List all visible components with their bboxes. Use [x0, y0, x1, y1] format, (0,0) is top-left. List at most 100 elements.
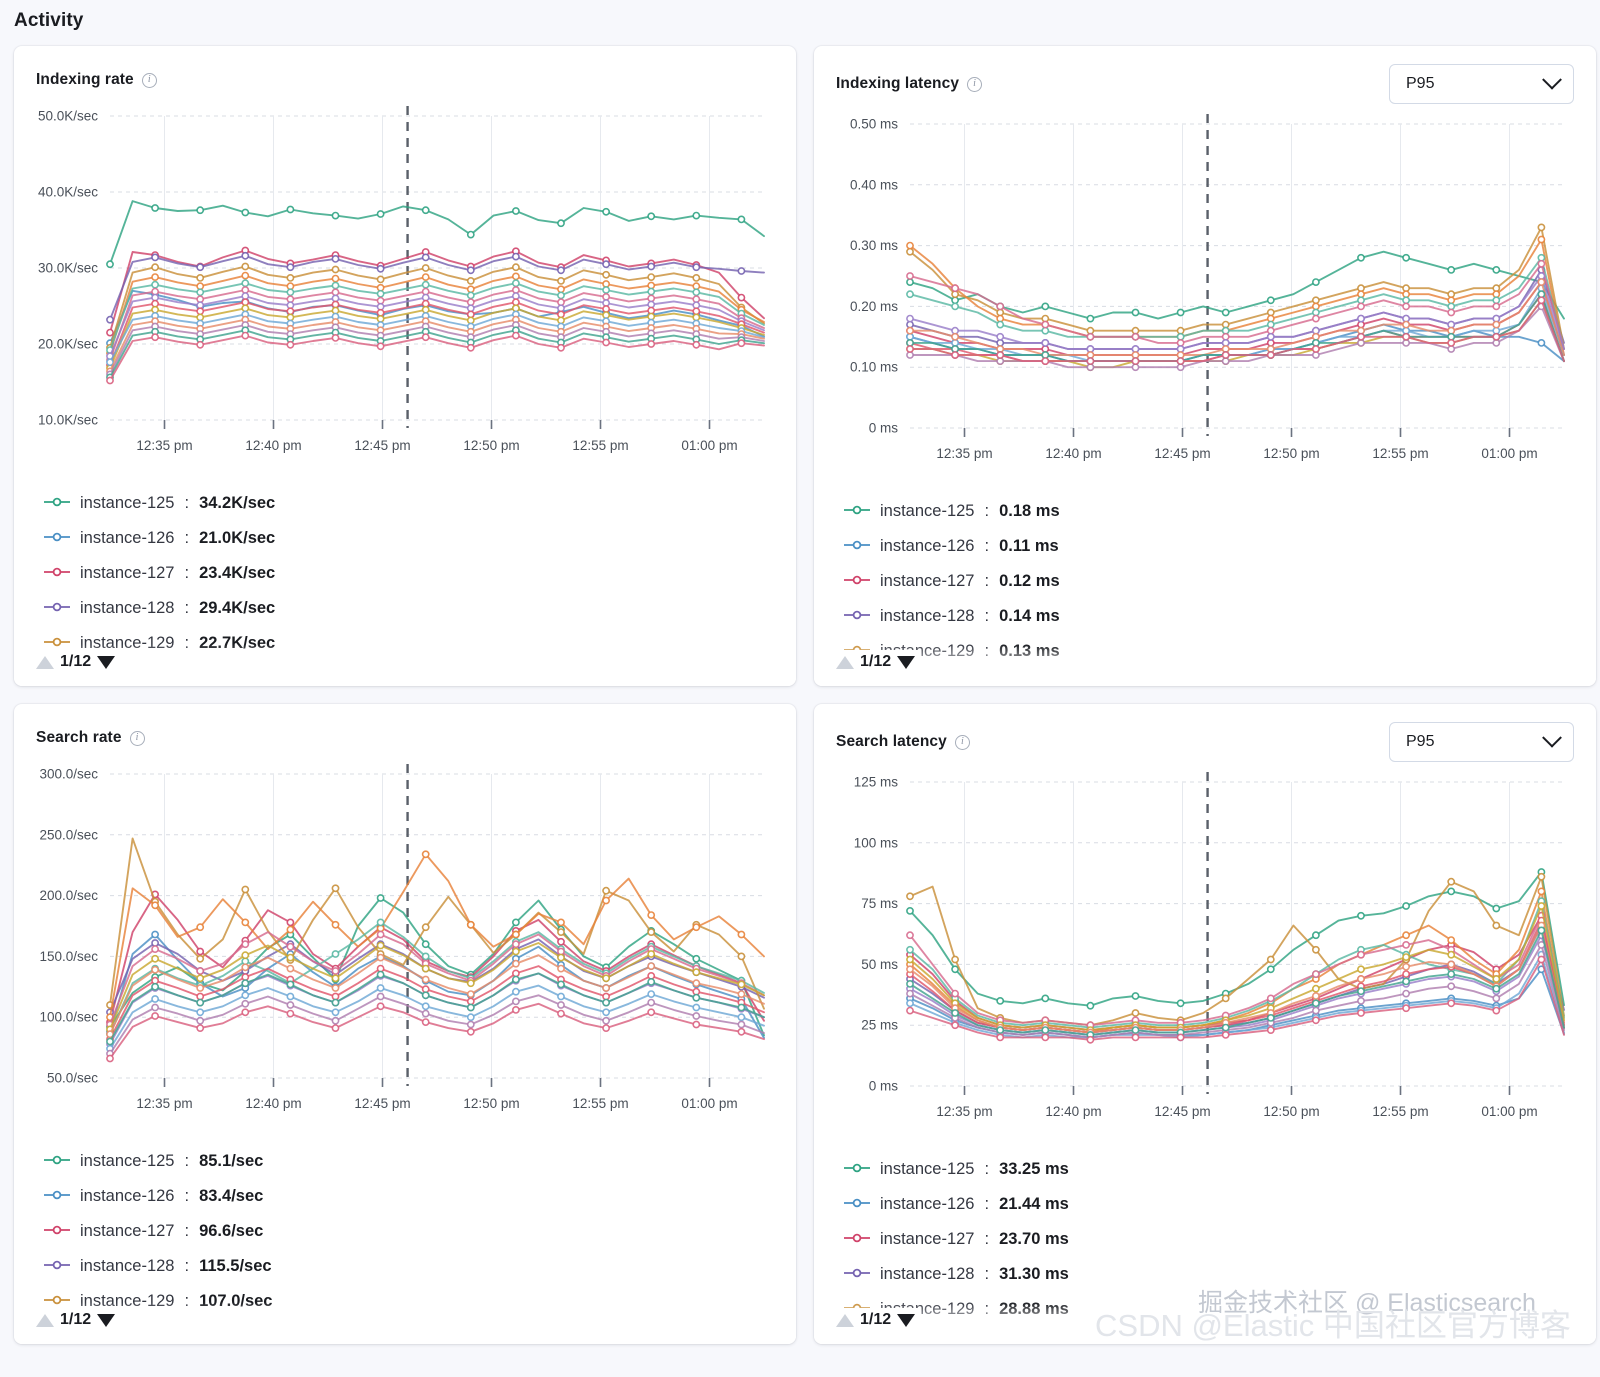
pager-up-button[interactable]	[36, 1313, 54, 1327]
legend-item[interactable]: instance-127:96.6/sec	[44, 1214, 796, 1249]
legend-value: 83.4/sec	[199, 1187, 264, 1205]
chart-area-search-latency[interactable]: 0 ms 25 ms 50 ms 75 ms 100 ms 125 ms 12:35 pm 1…	[814, 764, 1596, 1134]
metric-select-value: P95	[1406, 75, 1435, 92]
legend-value: 34.2K/sec	[199, 494, 276, 512]
svg-text:30.0K/sec: 30.0K/sec	[38, 261, 98, 276]
panel-indexing-rate: Indexing rate i 10.0K/sec 20.0K/sec 30.0K/se…	[14, 46, 796, 686]
svg-text:01:00 pm: 01:00 pm	[1481, 446, 1537, 461]
pager-up-button[interactable]	[36, 655, 54, 669]
pager-down-button[interactable]	[97, 655, 116, 669]
chart-search-rate: 50.0/sec 100.0/sec 150.0/sec 200.0/sec 250.0…	[39, 764, 765, 1111]
svg-text:0.50 ms: 0.50 ms	[850, 117, 898, 132]
legend-label: instance-128	[880, 607, 975, 625]
chart-area-search-rate[interactable]: 50.0/sec 100.0/sec 150.0/sec 200.0/sec 250.0…	[14, 756, 796, 1126]
svg-text:100 ms: 100 ms	[854, 835, 899, 850]
pager-label: 1/12	[860, 653, 892, 670]
legend-pager: 1/12	[834, 1308, 922, 1332]
panel-title-wrap: Search latency i	[836, 733, 970, 751]
chart-area-indexing-latency[interactable]: 0 ms 0.10 ms 0.20 ms 0.30 ms 0.40 ms 0.50 ms 1…	[814, 106, 1596, 476]
legend-color-marker	[844, 1230, 870, 1249]
pager-up-button[interactable]	[836, 1313, 854, 1327]
info-icon[interactable]: i	[141, 72, 157, 88]
legend-color-marker	[44, 1222, 70, 1241]
svg-text:12:45 pm: 12:45 pm	[1154, 1104, 1210, 1119]
legend-item[interactable]: instance-126:21.44 ms	[844, 1187, 1596, 1222]
legend-item[interactable]: instance-128:29.4K/sec	[44, 591, 796, 626]
legend-label: instance-126	[880, 1195, 975, 1213]
svg-text:125 ms: 125 ms	[854, 775, 899, 790]
legend-item[interactable]: instance-129:107.0/sec	[44, 1284, 796, 1319]
metric-select-indexing-latency[interactable]: P95	[1389, 64, 1574, 104]
panel-search-latency: Search latency i P95 0 ms 25 ms 50 ms 75 ms 100…	[814, 704, 1596, 1344]
legend-item[interactable]: instance-127:23.4K/sec	[44, 556, 796, 591]
legend-separator: :	[984, 1300, 990, 1318]
pager-label: 1/12	[60, 653, 92, 670]
svg-text:20.0K/sec: 20.0K/sec	[38, 337, 98, 352]
legend-value: 0.14 ms	[999, 607, 1060, 625]
legend-item[interactable]: instance-125:33.25 ms	[844, 1152, 1596, 1187]
legend-item[interactable]: instance-129:0.13 ms	[844, 634, 1596, 669]
svg-text:12:45 pm: 12:45 pm	[354, 438, 410, 453]
legend-label: instance-127	[880, 1230, 975, 1248]
legend-label: instance-126	[880, 537, 975, 555]
chevron-down-icon	[1542, 69, 1562, 90]
legend-label: instance-125	[880, 502, 975, 520]
info-icon[interactable]: i	[954, 734, 970, 750]
metric-select-search-latency[interactable]: P95	[1389, 722, 1574, 762]
legend-item[interactable]: instance-125:85.1/sec	[44, 1144, 796, 1179]
svg-text:0.30 ms: 0.30 ms	[850, 238, 898, 253]
panel-title-indexing-latency: Indexing latency	[836, 75, 960, 92]
legend-indexing-rate: instance-125:34.2K/sec instance-126:21.0K…	[14, 468, 796, 686]
legend-separator: :	[984, 1195, 990, 1213]
legend-value: 23.4K/sec	[199, 564, 276, 582]
legend-pager: 1/12	[34, 1308, 122, 1332]
legend-separator: :	[184, 494, 190, 512]
legend-value: 22.7K/sec	[199, 634, 276, 652]
panel-title-indexing-rate: Indexing rate	[36, 71, 134, 88]
svg-text:0 ms: 0 ms	[869, 421, 899, 436]
legend-separator: :	[184, 1187, 190, 1205]
pager-down-button[interactable]	[97, 1313, 116, 1327]
legend-item[interactable]: instance-129:22.7K/sec	[44, 626, 796, 661]
info-icon[interactable]: i	[967, 76, 983, 92]
svg-text:01:00 pm: 01:00 pm	[681, 438, 737, 453]
legend-value: 0.11 ms	[999, 537, 1059, 555]
legend-separator: :	[184, 1292, 190, 1310]
pager-down-button[interactable]	[897, 655, 916, 669]
legend-label: instance-127	[80, 1222, 175, 1240]
legend-item[interactable]: instance-126:21.0K/sec	[44, 521, 796, 556]
legend-separator: :	[184, 1222, 190, 1240]
legend-item[interactable]: instance-125:34.2K/sec	[44, 486, 796, 521]
legend-separator: :	[984, 642, 990, 660]
legend-item[interactable]: instance-129:28.88 ms	[844, 1292, 1596, 1327]
info-icon[interactable]: i	[129, 730, 145, 746]
legend-item[interactable]: instance-128:115.5/sec	[44, 1249, 796, 1284]
page-title: Activity	[14, 10, 84, 31]
pager-label: 1/12	[860, 1311, 892, 1328]
svg-text:0.10 ms: 0.10 ms	[850, 360, 898, 375]
svg-text:40.0K/sec: 40.0K/sec	[38, 185, 98, 200]
legend-item[interactable]: instance-125:0.18 ms	[844, 494, 1596, 529]
legend-separator: :	[184, 564, 190, 582]
legend-item[interactable]: instance-126:0.11 ms	[844, 529, 1596, 564]
legend-item[interactable]: instance-128:0.14 ms	[844, 599, 1596, 634]
pager-down-button[interactable]	[897, 1313, 916, 1327]
legend-color-marker	[44, 529, 70, 548]
pager-up-button[interactable]	[836, 655, 854, 669]
legend-label: instance-128	[80, 1257, 175, 1275]
chart-area-indexing-rate[interactable]: 10.0K/sec 20.0K/sec 30.0K/sec 40.0K/sec 50.0…	[14, 98, 796, 468]
legend-separator: :	[984, 502, 990, 520]
legend-item[interactable]: instance-128:31.30 ms	[844, 1257, 1596, 1292]
legend-pager: 1/12	[34, 650, 122, 674]
activity-panel-grid: Indexing rate i 10.0K/sec 20.0K/sec 30.0K/se…	[0, 32, 1600, 1344]
svg-text:300.0/sec: 300.0/sec	[39, 767, 98, 782]
svg-text:12:55 pm: 12:55 pm	[572, 1096, 628, 1111]
legend-item[interactable]: instance-126:83.4/sec	[44, 1179, 796, 1214]
legend-value: 21.44 ms	[999, 1195, 1069, 1213]
legend-label: instance-125	[80, 494, 175, 512]
legend-item[interactable]: instance-127:23.70 ms	[844, 1222, 1596, 1257]
legend-item[interactable]: instance-127:0.12 ms	[844, 564, 1596, 599]
svg-text:12:50 pm: 12:50 pm	[1263, 446, 1319, 461]
legend-separator: :	[984, 607, 990, 625]
svg-text:12:55 pm: 12:55 pm	[1372, 446, 1428, 461]
